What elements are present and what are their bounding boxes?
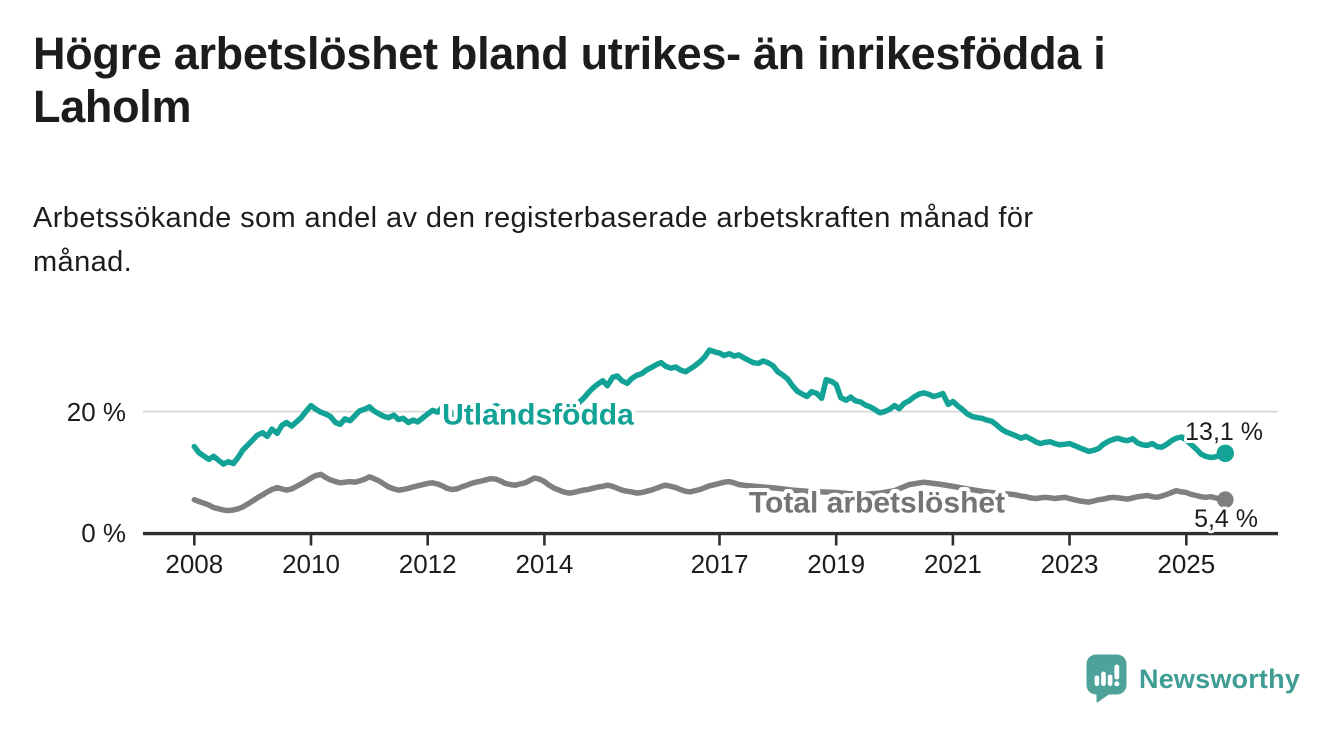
x-tick-label: 2012	[399, 549, 457, 579]
series-layer	[191, 347, 1235, 514]
chart-subtitle: Arbetssökande som andel av den registerb…	[33, 202, 1034, 278]
newsworthy-branding: Newsworthy	[1086, 654, 1300, 704]
x-tick-label: 2017	[691, 549, 749, 579]
axis-ticks-layer: 2008 2010 2012 2014 2017 2019 2021 2023 2025 0 % 2…	[67, 397, 1215, 579]
x-tick-label: 2008	[165, 549, 223, 579]
end-value-label-total: 5,4 %	[1194, 505, 1258, 533]
line-total-arbetsloshet	[191, 471, 1229, 514]
x-tick-label: 2021	[924, 549, 982, 579]
end-value-label-utlandsfodda: 13,1 %	[1185, 418, 1263, 446]
newsworthy-brand-name: Newsworthy	[1139, 663, 1301, 694]
series-label-utlandsfodda: Utlandsfödda	[442, 399, 634, 432]
y-tick-label: 20 %	[67, 397, 126, 427]
series-label-total-arbetsloshet: Total arbetslöshet	[749, 487, 1005, 520]
end-dot-utlandsfodda	[1216, 444, 1235, 462]
x-tick-label: 2023	[1041, 549, 1099, 579]
line-utlandsfodda	[191, 347, 1229, 467]
page-title: Högre arbetslöshet bland utrikes- än inr…	[33, 28, 1106, 132]
y-tick-label: 0 %	[81, 518, 126, 548]
newsworthy-logo-icon	[1086, 654, 1127, 703]
x-tick-label: 2014	[515, 549, 573, 579]
x-tick-label: 2025	[1157, 549, 1215, 579]
end-dot-total-arbetsloshet	[1217, 491, 1234, 509]
x-tick-label: 2019	[807, 549, 865, 579]
x-tick-label: 2010	[282, 549, 340, 579]
